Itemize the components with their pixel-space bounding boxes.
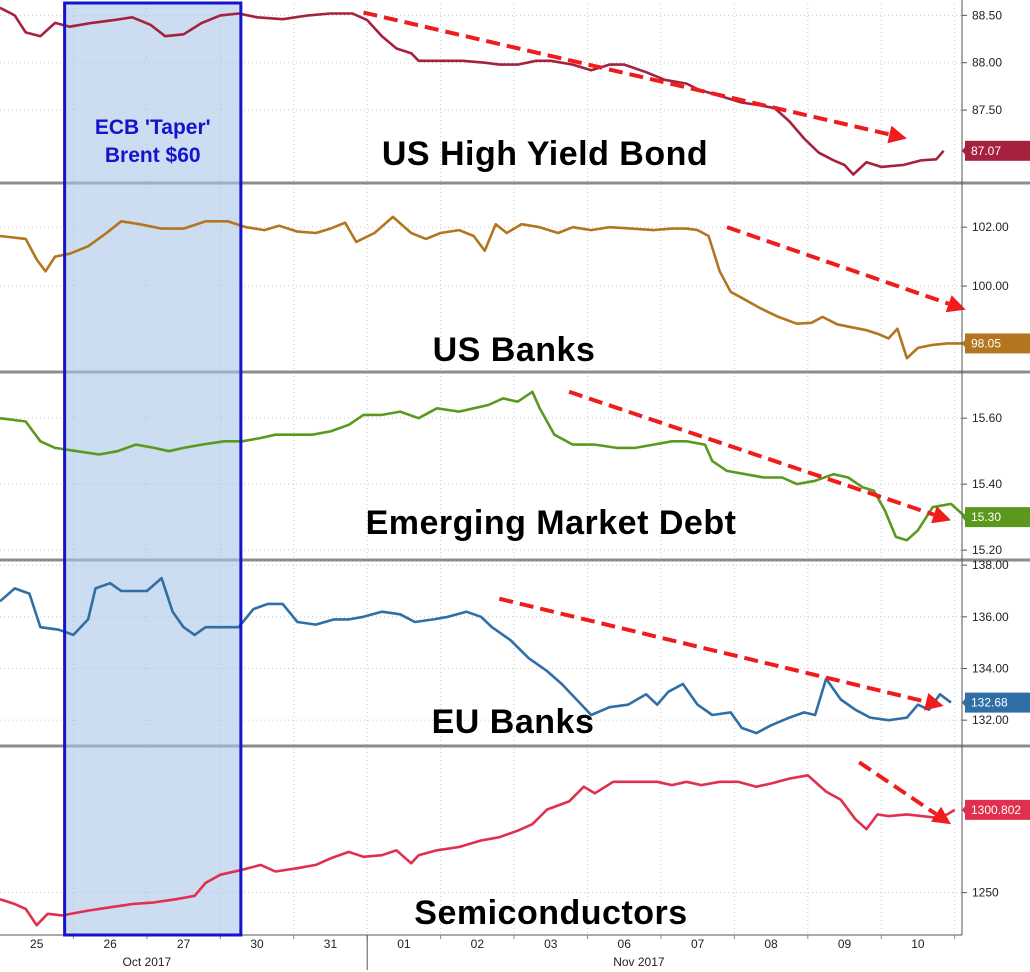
trend-arrow-line xyxy=(363,10,890,137)
last-value-badge-pointer xyxy=(962,338,966,349)
series-line xyxy=(0,6,945,176)
last-value-badge-pointer xyxy=(962,804,966,815)
y-tick-label: 88.50 xyxy=(972,8,1002,22)
x-tick-label: 06 xyxy=(618,937,632,951)
annotation-layer: ECB 'Taper' Brent $60 xyxy=(63,1,243,937)
series-line xyxy=(0,576,952,735)
y-tick-label: 132.00 xyxy=(972,713,1009,727)
y-tick-label: 136.00 xyxy=(972,610,1009,624)
trend-arrow-line xyxy=(858,760,938,816)
x-tick-label: 08 xyxy=(764,937,778,951)
x-tick-label: 01 xyxy=(397,937,411,951)
x-tick-label: 10 xyxy=(911,937,925,951)
y-tick-label: 15.40 xyxy=(972,477,1002,491)
panel-title: Semiconductors xyxy=(414,894,687,932)
last-value-badge xyxy=(965,140,1030,161)
x-tick-label: 03 xyxy=(544,937,558,951)
x-tick-label: 25 xyxy=(30,937,44,951)
x-tick-label: 07 xyxy=(691,937,705,951)
month-label: Oct 2017 xyxy=(123,955,172,969)
x-tick-label: 02 xyxy=(471,937,485,951)
last-value-badge-pointer xyxy=(962,145,966,156)
trend-arrow-line xyxy=(726,225,950,306)
last-value-label: 1300.802 xyxy=(971,803,1021,817)
panel-title: Emerging Market Debt xyxy=(366,504,737,542)
y-tick-label: 134.00 xyxy=(972,662,1009,676)
y-tick-label: 102.00 xyxy=(972,220,1009,234)
y-tick-label: 1250 xyxy=(972,886,999,900)
annotation-shade xyxy=(64,3,241,935)
y-tick-label: 15.20 xyxy=(972,543,1002,557)
x-tick-label: 30 xyxy=(250,937,264,951)
trend-arrow-line xyxy=(498,596,927,704)
panel-title: EU Banks xyxy=(432,703,595,741)
trend-arrow-line xyxy=(568,389,935,517)
last-value-badge xyxy=(965,799,1030,820)
last-value-label: 87.07 xyxy=(971,144,1001,158)
y-tick-label: 88.00 xyxy=(972,56,1002,70)
y-tick-label: 100.00 xyxy=(972,279,1009,293)
y-tick-label: 138.00 xyxy=(972,558,1009,572)
x-tick-label: 27 xyxy=(177,937,191,951)
panel-title: US Banks xyxy=(433,331,596,369)
last-value-badge xyxy=(965,333,1030,354)
x-tick-label: 26 xyxy=(103,937,117,951)
trend-arrow-head xyxy=(931,506,951,524)
annotation-shade-layer xyxy=(64,3,241,935)
trend-arrow-head xyxy=(887,125,907,144)
trend-arrow-layer xyxy=(363,10,966,825)
last-value-label: 132.68 xyxy=(971,696,1008,710)
last-value-label: 15.30 xyxy=(971,510,1001,524)
y-tick-label: 87.50 xyxy=(972,103,1002,117)
series-line xyxy=(0,774,956,927)
last-value-badge-pointer xyxy=(962,512,966,523)
y-tick-label: 15.60 xyxy=(972,411,1002,425)
annotation-box xyxy=(63,1,243,937)
month-label: Nov 2017 xyxy=(613,955,665,969)
series-line xyxy=(0,390,967,542)
annotation-label: Brent $60 xyxy=(105,144,201,167)
last-value-badge-pointer xyxy=(962,697,966,708)
trend-arrow-head xyxy=(931,806,951,825)
series-line xyxy=(0,215,970,360)
series-layer xyxy=(0,6,970,927)
annotation-label: ECB 'Taper' xyxy=(95,116,211,139)
trend-arrow-head xyxy=(945,295,966,313)
x-tick-label: 09 xyxy=(838,937,852,951)
panel-title: US High Yield Bond xyxy=(382,135,708,173)
trend-arrow-head xyxy=(924,693,944,711)
last-value-badge xyxy=(965,507,1030,528)
panel-title-layer: US High Yield Bond US Banks Emerging Marke… xyxy=(366,135,737,932)
last-value-badge xyxy=(965,692,1030,713)
last-value-label: 98.05 xyxy=(971,336,1001,350)
x-tick-label: 31 xyxy=(324,937,338,951)
